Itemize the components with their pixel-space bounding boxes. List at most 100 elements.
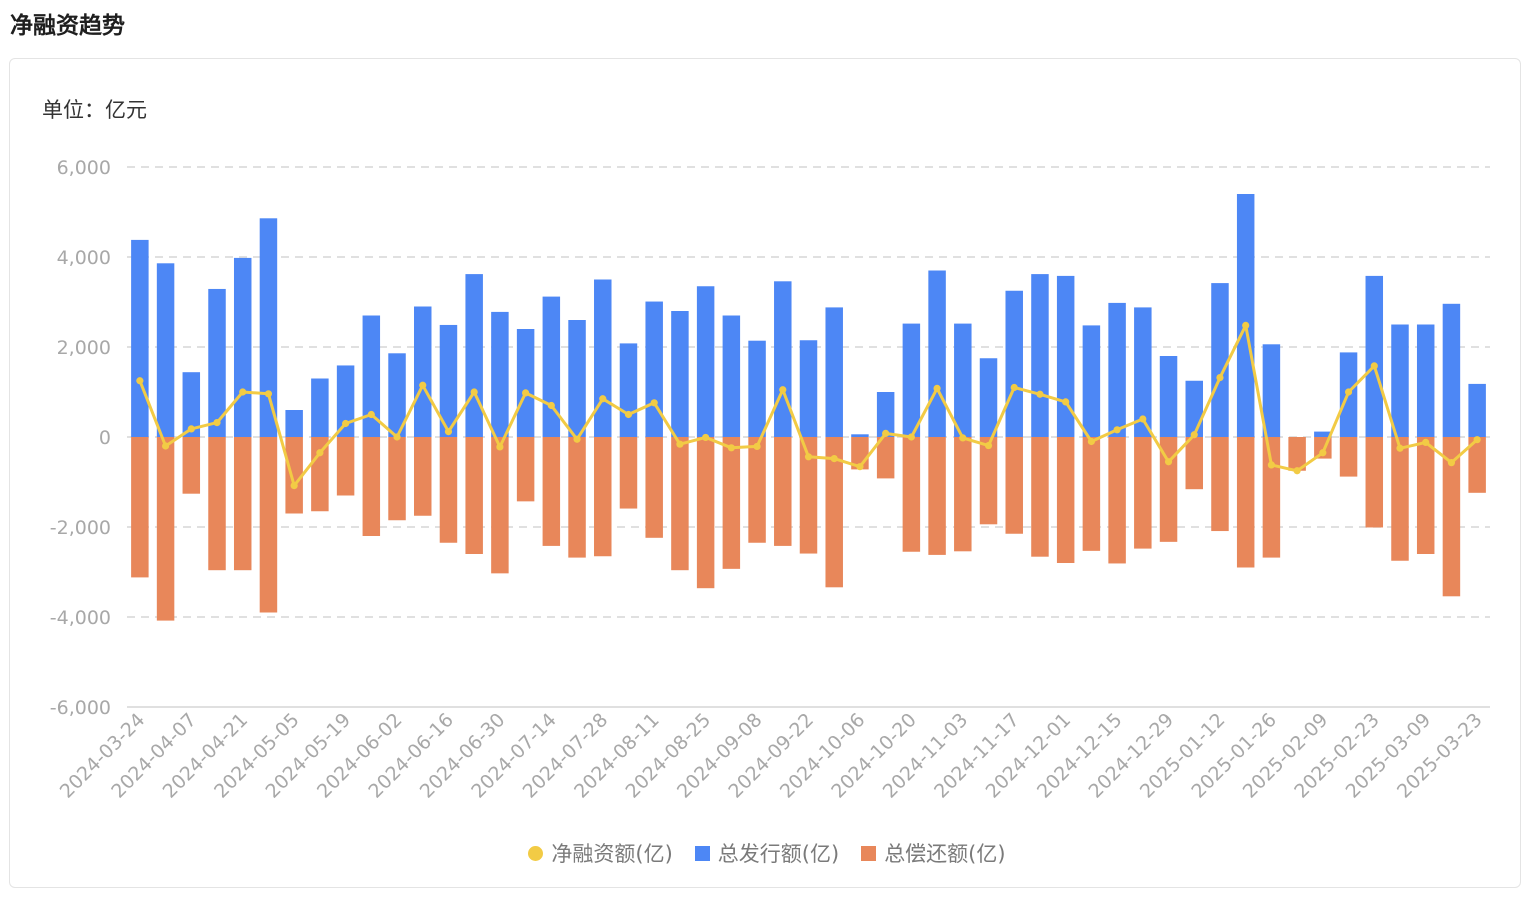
issuance-bar <box>1108 302 1126 437</box>
issuance-bar <box>1005 290 1023 437</box>
issuance-bar <box>1391 324 1409 437</box>
issuance-bar <box>1236 194 1255 437</box>
legend: 净融资额(亿) 总发行额(亿) 总偿还额(亿) <box>0 838 1534 868</box>
repayment-bar <box>1468 437 1486 493</box>
issuance-bar <box>902 323 921 437</box>
issuance-bar <box>1416 324 1435 437</box>
repayment-bar <box>825 437 843 588</box>
y-tick-label: 0 <box>99 427 111 449</box>
net-financing-point <box>804 453 813 461</box>
repayment-bar <box>568 437 586 558</box>
bars <box>131 194 1486 621</box>
legend-issuance-swatch <box>694 845 710 861</box>
net-financing-point <box>1036 390 1044 398</box>
repayment-bar <box>1031 437 1049 557</box>
repayment-bar <box>131 437 149 578</box>
repayment-bar <box>876 437 895 479</box>
net-financing-point <box>367 410 375 419</box>
net-financing-point <box>1396 444 1404 452</box>
issuance-bar <box>491 311 509 437</box>
issuance-bar <box>722 315 741 437</box>
issuance-bar <box>825 307 843 437</box>
legend-issuance-label: 总发行额(亿) <box>717 842 840 866</box>
y-tick-label: -4,000 <box>50 607 111 629</box>
net-financing-point <box>136 377 144 385</box>
net-financing-point <box>882 429 890 437</box>
net-financing-point <box>341 419 350 428</box>
repayment-bar <box>388 437 406 521</box>
net-financing-point <box>753 442 761 451</box>
issuance-bar <box>1365 275 1384 437</box>
net-financing-point <box>290 482 298 490</box>
net-financing-point <box>830 455 838 463</box>
repayment-bar <box>1416 437 1435 554</box>
repayment-bar <box>1391 437 1409 561</box>
legend-repayment-label: 总偿还额(亿) <box>884 842 1006 866</box>
repayment-bar <box>1108 437 1126 564</box>
repayment-bar <box>774 437 792 546</box>
net-financing-point <box>239 388 247 396</box>
issuance-bar <box>388 353 406 437</box>
net-financing-point <box>624 410 633 419</box>
x-axis-ticks: 2024-03-242024-04-072024-04-212024-05-05… <box>56 709 1487 803</box>
repayment-bar <box>465 437 483 554</box>
repayment-bar <box>954 437 972 552</box>
net-financing-point <box>1010 383 1018 392</box>
issuance-bar <box>465 274 483 437</box>
net-financing-point <box>1216 374 1224 382</box>
net-financing-point <box>522 389 530 397</box>
issuance-bar <box>414 306 432 437</box>
net-financing-point <box>1139 415 1147 423</box>
net-line <box>136 321 1481 490</box>
repayment-bar <box>311 437 329 512</box>
issuance-bar <box>1468 383 1486 437</box>
repayment-bar <box>1211 437 1229 532</box>
y-tick-label: 4,000 <box>57 247 111 269</box>
net-financing-point <box>573 435 581 443</box>
issuance-bar <box>1314 431 1332 437</box>
issuance-bar <box>979 358 998 437</box>
net-financing-point <box>702 433 710 442</box>
legend-item-issuance[interactable]: 总发行额(亿) <box>694 838 840 868</box>
net-financing-point <box>727 444 735 452</box>
net-financing-point <box>907 433 915 441</box>
repayment-bar <box>902 437 921 552</box>
net-financing-point <box>779 386 787 394</box>
repayment-bar <box>619 437 638 509</box>
repayment-bar <box>1236 437 1255 568</box>
net-financing-point <box>316 449 324 457</box>
net-financing-point <box>1293 467 1301 475</box>
net-financing-point <box>1242 321 1250 329</box>
repayment-bar <box>156 437 175 621</box>
repayment-bar <box>1442 437 1461 597</box>
net-financing-point <box>676 440 684 448</box>
net-financing-point <box>419 381 427 389</box>
issuance-bar <box>362 315 381 437</box>
issuance-bar <box>208 288 226 437</box>
issuance-bar <box>1082 325 1101 437</box>
repayment-bar <box>928 437 946 555</box>
issuance-bar <box>568 320 586 437</box>
net-financing-point <box>264 390 273 398</box>
issuance-bar <box>1211 283 1229 437</box>
repayment-bar <box>439 437 458 543</box>
issuance-bar <box>516 329 535 437</box>
net-financing-point <box>1319 449 1327 457</box>
issuance-bar <box>182 372 201 437</box>
legend-item-net[interactable]: 净融资额(亿) <box>528 838 673 868</box>
repayment-bar <box>1288 437 1306 471</box>
net-financing-point <box>1190 431 1198 439</box>
repayment-bar <box>491 437 509 574</box>
legend-item-repayment[interactable]: 总偿还额(亿) <box>861 838 1006 868</box>
issuance-bar <box>233 257 252 437</box>
net-financing-point <box>547 401 555 410</box>
repayment-bar <box>362 437 381 536</box>
repayment-bar <box>722 437 741 569</box>
legend-repayment-swatch <box>861 845 877 861</box>
issuance-bar <box>645 301 663 437</box>
repayment-bar <box>748 437 766 543</box>
repayment-bar <box>1005 437 1023 534</box>
issuance-bar <box>259 218 278 437</box>
repayment-bar <box>979 437 998 525</box>
repayment-bar <box>259 437 278 613</box>
